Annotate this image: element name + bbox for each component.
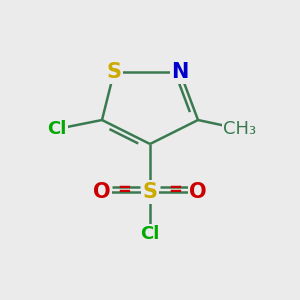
Text: N: N bbox=[171, 62, 189, 82]
Text: CH₃: CH₃ bbox=[224, 120, 256, 138]
Text: =: = bbox=[118, 181, 131, 199]
Text: O: O bbox=[189, 182, 207, 202]
Text: Cl: Cl bbox=[47, 120, 67, 138]
Text: Cl: Cl bbox=[140, 225, 160, 243]
Text: =: = bbox=[169, 181, 182, 199]
Text: S: S bbox=[142, 182, 158, 202]
Text: O: O bbox=[93, 182, 111, 202]
Text: S: S bbox=[106, 62, 122, 82]
